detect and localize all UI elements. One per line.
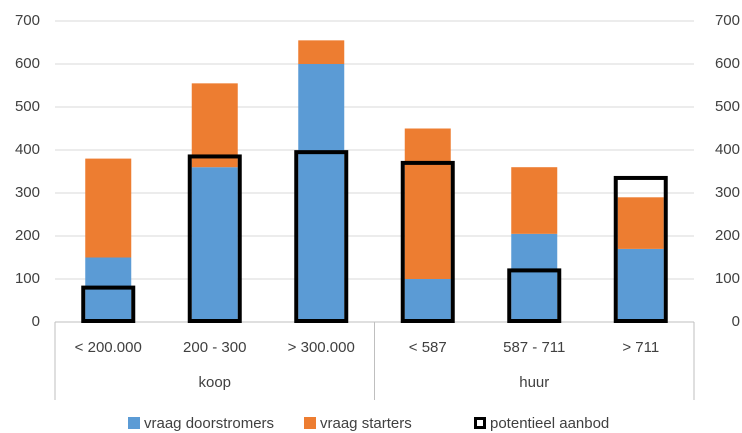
y2-tick-label: 200 bbox=[715, 227, 740, 244]
group-label: koop bbox=[198, 374, 231, 391]
legend-swatch bbox=[128, 417, 140, 429]
group-label: huur bbox=[519, 374, 549, 391]
x-tick-label: 200 - 300 bbox=[183, 339, 246, 356]
y-tick-label: 500 bbox=[15, 98, 40, 115]
legend-swatch bbox=[304, 417, 316, 429]
bar-segment bbox=[404, 128, 451, 279]
x-tick-label: < 587 bbox=[409, 339, 447, 356]
legend-label: vraag starters bbox=[320, 415, 412, 432]
supply-box bbox=[507, 268, 562, 323]
y-tick-label: 200 bbox=[15, 227, 40, 244]
bar-segment bbox=[191, 167, 238, 322]
y-tick-label: 100 bbox=[15, 270, 40, 287]
y2-tick-label: 400 bbox=[715, 141, 740, 158]
x-tick-label: > 300.000 bbox=[288, 339, 355, 356]
bar-segment bbox=[191, 83, 238, 168]
supply-box bbox=[81, 285, 136, 324]
y2-tick-label: 600 bbox=[715, 55, 740, 72]
y-tick-label: 600 bbox=[15, 55, 40, 72]
bar-segment bbox=[298, 40, 345, 64]
supply-box bbox=[613, 175, 668, 323]
bar-segment bbox=[85, 257, 132, 322]
x-tick-label: > 711 bbox=[622, 339, 659, 356]
y-tick-label: 400 bbox=[15, 141, 40, 158]
y2-tick-label: 700 bbox=[715, 12, 740, 29]
bar-segment bbox=[298, 64, 345, 322]
y2-tick-label: 100 bbox=[715, 270, 740, 287]
y-tick-label: 300 bbox=[15, 184, 40, 201]
x-tick-label: 587 - 711 bbox=[503, 339, 565, 356]
y-tick-label: 700 bbox=[15, 12, 40, 29]
x-tick-label: < 200.000 bbox=[75, 339, 142, 356]
bar-segment bbox=[511, 233, 558, 322]
supply-box bbox=[400, 160, 455, 323]
supply-box bbox=[187, 154, 242, 323]
bar-segment bbox=[404, 279, 451, 322]
bar-segment bbox=[617, 248, 664, 322]
bar-segment bbox=[617, 197, 664, 249]
y2-tick-label: 500 bbox=[715, 98, 740, 115]
legend-swatch bbox=[474, 417, 486, 429]
y2-tick-label: 300 bbox=[715, 184, 740, 201]
legend-label: potentieel aanbod bbox=[490, 415, 609, 432]
bar-segment bbox=[511, 167, 558, 234]
supply-box bbox=[294, 150, 349, 323]
legend-label: vraag doorstromers bbox=[144, 415, 274, 432]
bar-segment bbox=[85, 158, 132, 258]
y-tick-label: 0 bbox=[32, 313, 40, 330]
y2-tick-label: 0 bbox=[732, 313, 740, 330]
